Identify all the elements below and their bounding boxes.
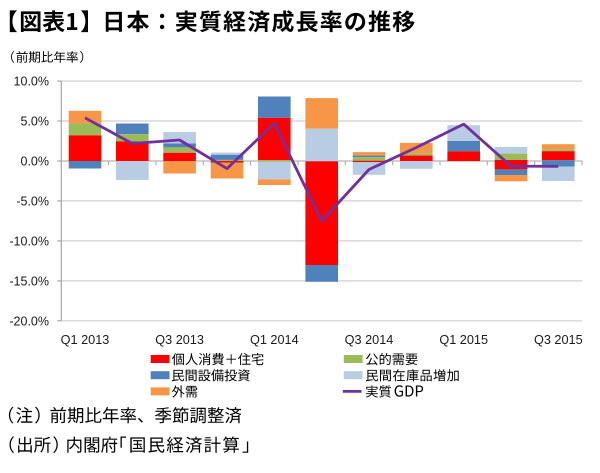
svg-text:-5.0%: -5.0% bbox=[16, 195, 49, 209]
svg-text:-10.0%: -10.0% bbox=[9, 235, 49, 249]
svg-text:Q1 2015: Q1 2015 bbox=[439, 333, 488, 347]
svg-text:-20.0%: -20.0% bbox=[9, 314, 49, 328]
svg-text:0.0%: 0.0% bbox=[21, 155, 50, 169]
svg-text:5.0%: 5.0% bbox=[21, 115, 50, 129]
svg-text:Q3 2013: Q3 2013 bbox=[155, 333, 204, 347]
svg-text:Q1 2014: Q1 2014 bbox=[250, 333, 299, 347]
svg-text:Q1 2013: Q1 2013 bbox=[61, 333, 110, 347]
svg-text:10.0%: 10.0% bbox=[14, 75, 49, 89]
svg-text:Q3 2015: Q3 2015 bbox=[534, 333, 583, 347]
svg-text:-15.0%: -15.0% bbox=[9, 275, 49, 289]
svg-text:Q3 2014: Q3 2014 bbox=[345, 333, 394, 347]
